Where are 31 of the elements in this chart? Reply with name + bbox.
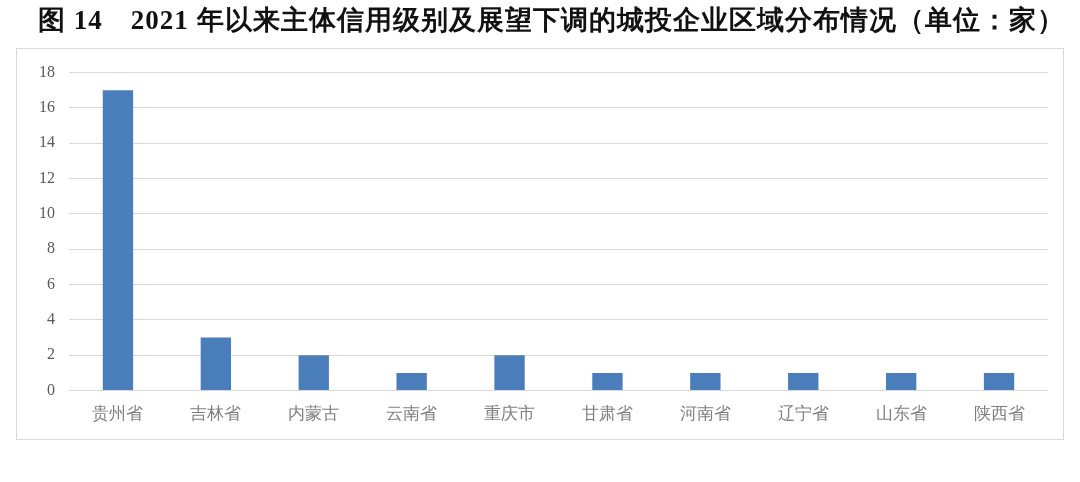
x-tick-label: 河南省	[679, 404, 731, 424]
x-tick-label: 辽宁省	[777, 404, 829, 424]
x-tick-label: 山东省	[875, 404, 927, 424]
bar	[396, 372, 427, 391]
bar	[200, 337, 232, 391]
x-tick-label: 甘肃省	[581, 404, 633, 424]
bar	[102, 90, 134, 391]
y-tick-label: 16	[39, 98, 55, 116]
x-tick-label: 贵州省	[92, 404, 144, 424]
bar	[690, 372, 721, 391]
y-tick-label: 10	[39, 204, 55, 222]
bar	[788, 372, 819, 391]
bar	[983, 372, 1015, 391]
y-tick-label: 4	[47, 310, 55, 328]
chart-title: 图 14 2021 年以来主体信用级别及展望下调的城投企业区域分布情况（单位：家）	[38, 4, 1065, 37]
x-tick-label: 吉林省	[190, 404, 242, 424]
x-tick-label: 陕西省	[973, 404, 1025, 424]
bar	[885, 372, 917, 391]
x-tick-label: 云南省	[386, 404, 438, 424]
bar	[494, 355, 525, 391]
y-tick-label: 12	[39, 168, 55, 186]
bar	[298, 355, 329, 391]
bar	[592, 372, 623, 391]
y-tick-label: 2	[47, 345, 55, 363]
x-tick-label: 重庆市	[484, 404, 536, 424]
y-tick-label: 6	[47, 274, 55, 292]
y-tick-label: 14	[39, 133, 55, 151]
y-tick-label: 0	[47, 380, 55, 398]
y-tick-label: 8	[47, 239, 55, 257]
y-tick-label: 18	[39, 62, 55, 80]
x-tick-label: 内蒙古	[288, 404, 340, 424]
